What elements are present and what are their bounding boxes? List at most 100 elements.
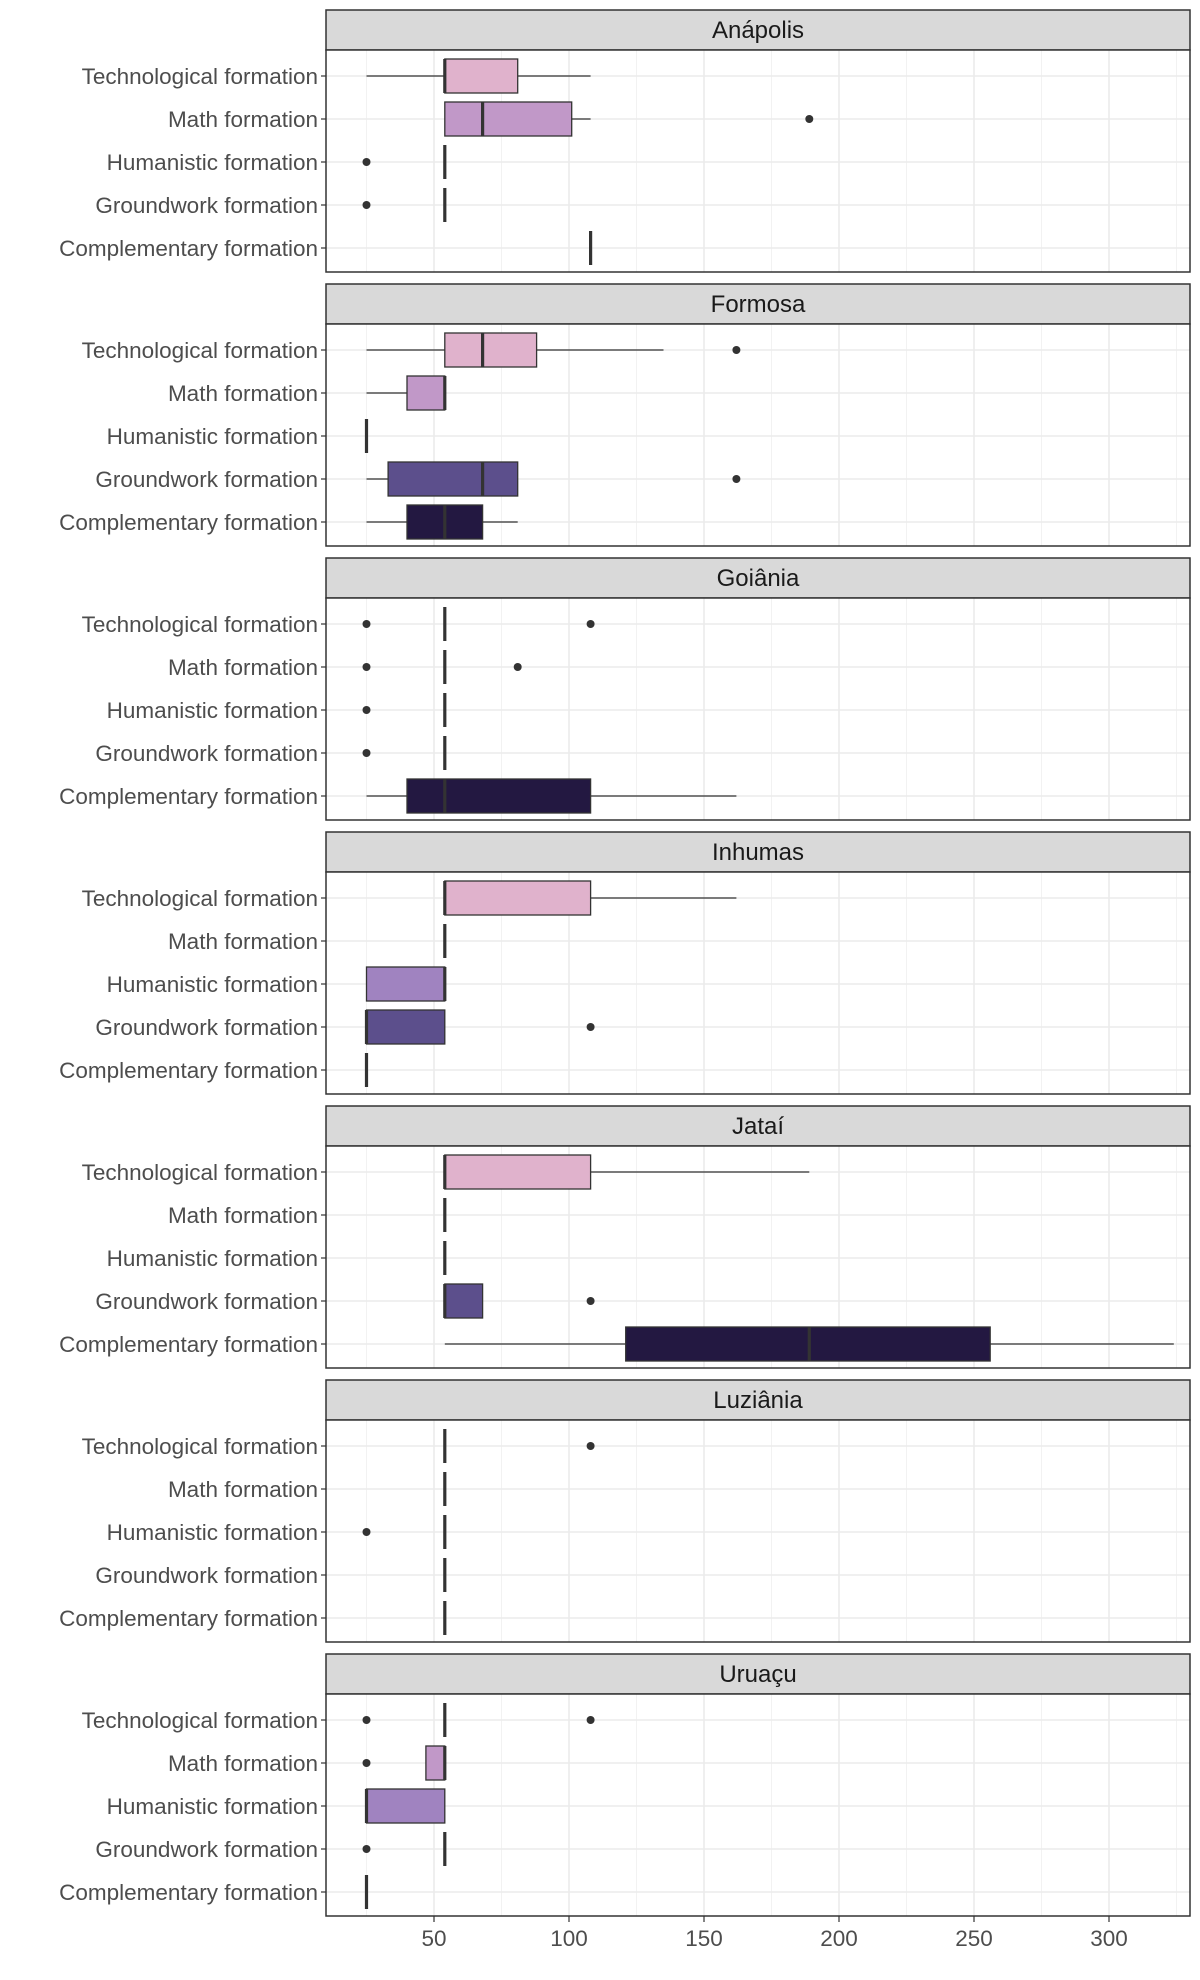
panel-luziania: Luziânia Technological formation Math form… xyxy=(59,1379,1191,1643)
boxplot-humanistic-formation xyxy=(362,693,447,727)
category-label: Humanistic formation xyxy=(107,1520,318,1545)
category-label: Math formation xyxy=(168,1203,318,1228)
panel-strip-label: Inhumas xyxy=(712,839,804,866)
panel-border xyxy=(325,1693,1191,1917)
category-label: Math formation xyxy=(168,1751,318,1776)
category-label: Math formation xyxy=(168,929,318,954)
outlier-point xyxy=(732,475,741,483)
panel-uruacu: Uruaçu Technological formation Math format… xyxy=(59,1653,1191,1917)
boxplot-technological-formation xyxy=(366,58,591,94)
box-iqr xyxy=(406,375,446,411)
boxplot-groundwork-formation xyxy=(364,1009,595,1045)
panel-jatai: Jataí Technological formation Math formati… xyxy=(59,1105,1191,1369)
boxplot-complementary-formation xyxy=(366,504,518,540)
boxplot-technological-formation xyxy=(443,880,737,916)
boxplot-humanistic-formation xyxy=(365,966,447,1002)
category-label: Humanistic formation xyxy=(107,972,318,997)
outlier-point xyxy=(362,706,371,714)
outlier-point xyxy=(586,1023,595,1031)
outlier-point xyxy=(362,1528,371,1536)
panel-background xyxy=(326,1420,1190,1642)
panel-strip-label: Luziânia xyxy=(713,1387,803,1414)
category-label: Complementary formation xyxy=(59,1880,318,1905)
category-label: Technological formation xyxy=(82,64,318,89)
box-iqr xyxy=(387,461,519,497)
category-label: Math formation xyxy=(168,381,318,406)
panel-strip-label: Uruaçu xyxy=(719,1661,796,1688)
category-label: Complementary formation xyxy=(59,1332,318,1357)
boxplot-humanistic-formation xyxy=(362,145,447,179)
box-iqr xyxy=(444,1154,592,1190)
box-iqr xyxy=(444,880,592,916)
category-label: Complementary formation xyxy=(59,236,318,261)
category-label: Complementary formation xyxy=(59,510,318,535)
panel-border xyxy=(325,597,1191,821)
category-label: Math formation xyxy=(168,655,318,680)
category-label: Humanistic formation xyxy=(107,150,318,175)
x-tick-label: 300 xyxy=(1090,1926,1128,1951)
category-label: Groundwork formation xyxy=(95,193,318,218)
panel-strip-label: Jataí xyxy=(732,1113,784,1140)
boxplot-technological-formation xyxy=(362,1703,595,1737)
category-label: Groundwork formation xyxy=(95,1015,318,1040)
boxplot-technological-formation xyxy=(443,1429,595,1463)
panel-border xyxy=(325,49,1191,273)
outlier-point xyxy=(362,158,371,166)
category-label: Humanistic formation xyxy=(107,1246,318,1271)
x-axis: 50 100 150 200 250 300 xyxy=(421,1916,1128,1951)
box-iqr xyxy=(444,58,519,94)
category-label: Math formation xyxy=(168,107,318,132)
box-iqr xyxy=(444,101,573,137)
category-label: Technological formation xyxy=(82,1708,318,1733)
outlier-point xyxy=(586,1716,595,1724)
outlier-point xyxy=(513,663,522,671)
box-iqr xyxy=(425,1745,446,1781)
category-label: Humanistic formation xyxy=(107,424,318,449)
boxplot-technological-formation xyxy=(362,607,595,641)
outlier-point xyxy=(362,1759,371,1767)
panel-formosa: Formosa Technological formation Math forma… xyxy=(59,283,1191,547)
box-iqr xyxy=(444,1283,484,1319)
category-label: Groundwork formation xyxy=(95,467,318,492)
boxplot-groundwork-formation xyxy=(366,461,741,497)
panel-border xyxy=(325,323,1191,547)
boxplot-technological-formation xyxy=(366,332,741,368)
boxplot-math-formation xyxy=(366,375,447,411)
category-label: Humanistic formation xyxy=(107,698,318,723)
box-iqr xyxy=(365,1788,446,1824)
category-label: Complementary formation xyxy=(59,1058,318,1083)
category-label: Technological formation xyxy=(82,338,318,363)
boxplot-groundwork-formation xyxy=(362,736,447,770)
outlier-point xyxy=(362,749,371,757)
panel-strip-label: Anápolis xyxy=(712,17,804,44)
x-tick-label: 150 xyxy=(685,1926,723,1951)
outlier-point xyxy=(586,1442,595,1450)
x-tick-label: 250 xyxy=(955,1926,993,1951)
category-label: Technological formation xyxy=(82,1434,318,1459)
boxplot-math-formation xyxy=(362,1745,447,1781)
outlier-point xyxy=(362,1716,371,1724)
category-label: Complementary formation xyxy=(59,784,318,809)
category-label: Groundwork formation xyxy=(95,741,318,766)
category-label: Groundwork formation xyxy=(95,1289,318,1314)
category-label: Complementary formation xyxy=(59,1606,318,1631)
category-label: Humanistic formation xyxy=(107,1794,318,1819)
boxplot-groundwork-formation xyxy=(362,188,447,222)
panel-strip xyxy=(325,1105,1191,1147)
box-iqr xyxy=(406,778,592,814)
outlier-point xyxy=(732,346,741,354)
outlier-point xyxy=(586,620,595,628)
panel-inhumas: Inhumas Technological formation Math forma… xyxy=(59,831,1191,1095)
boxplot-math-formation xyxy=(362,650,522,684)
outlier-point xyxy=(586,1297,595,1305)
panel-strip xyxy=(325,1379,1191,1421)
outlier-point xyxy=(362,620,371,628)
category-label: Groundwork formation xyxy=(95,1837,318,1862)
box-iqr xyxy=(365,966,446,1002)
outlier-point xyxy=(362,663,371,671)
category-label: Technological formation xyxy=(82,886,318,911)
boxplot-complementary-formation xyxy=(366,778,737,814)
panel-goiania: Goiânia Technological formation Math forma… xyxy=(59,557,1191,821)
